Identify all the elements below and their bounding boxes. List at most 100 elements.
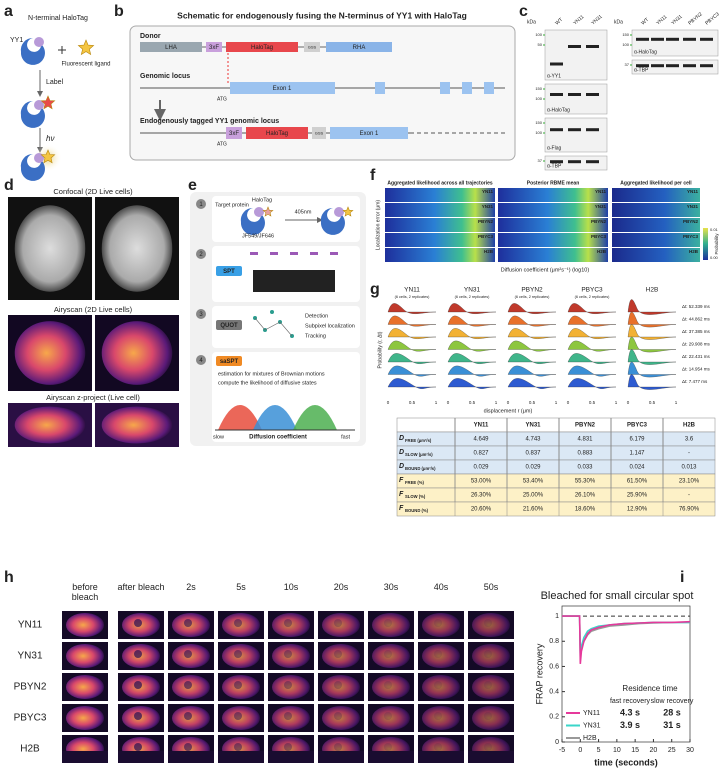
bleach-spot: [234, 743, 242, 751]
label: 1.147: [629, 451, 645, 457]
ridge: [447, 328, 497, 339]
pulse: [290, 252, 298, 255]
label: YN11: [18, 620, 43, 631]
label: Detection: [305, 313, 328, 319]
frap-frame: [368, 751, 414, 763]
label: α-Flag: [547, 145, 562, 151]
label: 25.00%: [523, 493, 544, 499]
ridge: [627, 299, 677, 315]
ligand-icon: [342, 206, 354, 217]
protein-icon: [320, 207, 345, 235]
ridge: [387, 340, 437, 352]
nucleus: [272, 675, 310, 699]
ridge: [627, 374, 677, 390]
annotation: 31 s: [663, 720, 681, 730]
label: 0.5: [409, 400, 416, 405]
ridge: [567, 365, 617, 377]
panel-letter: g: [370, 281, 380, 298]
label: 1: [495, 400, 498, 405]
step-badge: [196, 309, 206, 319]
nucleus: [372, 644, 410, 668]
panel-letter: i: [680, 569, 684, 586]
label: Endogenously tagged YY1 genomic locus: [140, 118, 279, 125]
label: YN31: [525, 423, 541, 429]
label: saSPT: [220, 359, 239, 365]
label: 4: [199, 358, 203, 364]
band: [651, 64, 664, 68]
label: JF549/JF646: [242, 233, 274, 239]
label: PBYN2: [478, 219, 494, 224]
label: (6 cells, 2 replicates): [575, 295, 611, 299]
nucleus: [322, 644, 360, 668]
bleach-spot: [234, 619, 242, 627]
label: Δt: 22.431 ms: [682, 354, 711, 359]
label: 53.00%: [471, 479, 492, 485]
label: YN31: [464, 287, 481, 294]
label: YN11: [474, 423, 489, 429]
bleach-spot: [484, 681, 492, 689]
series-line: [562, 615, 691, 664]
nucleus: [272, 613, 310, 637]
nucleus: [372, 613, 410, 637]
band: [700, 37, 713, 41]
label: 23.10%: [679, 479, 700, 485]
label: (6 cells, 2 replicates): [395, 295, 431, 299]
bleach-spot: [484, 743, 492, 751]
label: 1: [555, 400, 558, 405]
pulse: [330, 252, 338, 255]
annotation: 3.9 s: [620, 720, 640, 730]
label: 55.30%: [575, 479, 596, 485]
label: α-HaloTag: [547, 107, 570, 113]
ridge: [507, 353, 557, 364]
label: 26.10%: [575, 493, 596, 499]
exon: [484, 82, 494, 94]
state-distribution: [293, 405, 337, 430]
ridge: [387, 315, 437, 327]
label: BOUND (μm²/s): [405, 466, 436, 471]
blot: [544, 117, 608, 153]
label: YN31: [482, 204, 494, 209]
ridge: [447, 378, 497, 389]
label: H2B: [484, 249, 494, 254]
method-badge: [216, 266, 242, 276]
label: YN11: [482, 189, 494, 194]
y-tick-label: 1: [555, 613, 559, 620]
label: 0: [567, 400, 570, 405]
label: 0.837: [525, 451, 541, 457]
label: 100: [535, 96, 542, 101]
bleach-spot: [334, 712, 342, 720]
label: 50: [538, 42, 543, 47]
label: YN31: [595, 204, 607, 209]
label: YN11: [595, 189, 607, 194]
frap-frame: [318, 751, 364, 763]
frap-frame: [118, 751, 164, 763]
label: fast: [341, 434, 350, 440]
legend-label: YN31: [583, 722, 601, 729]
blot: [544, 83, 608, 115]
column-header: 2s: [186, 582, 196, 592]
bleach-spot: [184, 650, 192, 658]
label: -: [688, 493, 690, 499]
label: 4.831: [577, 437, 593, 443]
band: [700, 64, 713, 68]
label: Posterior RBME mean: [527, 180, 580, 186]
nucleus: [101, 406, 173, 444]
label: 0.883: [577, 451, 593, 457]
bleach-spot: [334, 619, 342, 627]
column-header: 5s: [236, 582, 246, 592]
label: 0: [387, 400, 390, 405]
bleach-spot: [134, 650, 142, 658]
label: H2B: [689, 249, 699, 254]
ridge: [507, 365, 557, 377]
label: SLOW (%): [405, 494, 426, 499]
ridge: [627, 324, 677, 340]
label: 1: [199, 202, 203, 208]
label: 1: [435, 400, 438, 405]
bleach-spot: [284, 712, 292, 720]
bleach-spot: [384, 712, 392, 720]
bleach-spot: [134, 743, 142, 751]
x-tick-label: 25: [668, 747, 676, 754]
ridge: [507, 328, 557, 339]
label: 100: [535, 32, 542, 37]
